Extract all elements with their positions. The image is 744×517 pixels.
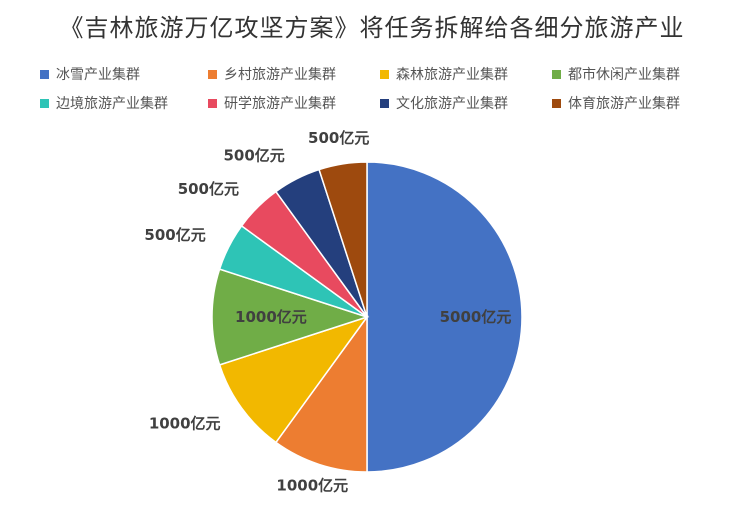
legend: 冰雪产业集群 乡村旅游产业集群 森林旅游产业集群 都市休闲产业集群边境旅游产业集群 研学… [40, 64, 730, 113]
pie-slice [274, 314, 368, 473]
pie-slice [218, 315, 369, 444]
legend-label: 体育旅游产业集群 [568, 96, 680, 112]
slice-data-label: 1000亿元 [276, 476, 348, 494]
slice-data-label: 500亿元 [178, 180, 239, 198]
legend-label: 森林旅游产业集群 [396, 67, 508, 83]
legend-label: 文化旅游产业集群 [396, 96, 508, 112]
legend-item: 边境旅游产业集群 [40, 93, 208, 113]
legend-swatch [40, 98, 49, 108]
slice-data-label: 500亿元 [308, 129, 369, 147]
slice-data-label: 1000亿元 [235, 308, 307, 326]
legend-item: 都市休闲产业集群 [552, 64, 722, 84]
legend-swatch [552, 69, 561, 79]
slice-data-label: 500亿元 [144, 226, 205, 244]
slice-data-label: 5000亿元 [440, 308, 512, 326]
legend-item: 文化旅游产业集群 [380, 93, 552, 113]
legend-swatch [208, 69, 217, 79]
legend-item: 研学旅游产业集群 [208, 93, 380, 113]
legend-label: 都市休闲产业集群 [568, 67, 680, 83]
legend-item: 体育旅游产业集群 [552, 93, 722, 113]
legend-item: 乡村旅游产业集群 [208, 64, 380, 84]
slice-data-label: 1000亿元 [149, 414, 221, 432]
legend-item: 森林旅游产业集群 [380, 64, 552, 84]
legend-swatch [40, 69, 49, 79]
pie-slice [211, 268, 370, 366]
legend-label: 乡村旅游产业集群 [224, 67, 336, 83]
legend-swatch [380, 98, 389, 108]
legend-swatch [380, 69, 389, 79]
legend-label: 冰雪产业集群 [56, 67, 140, 83]
legend-item: 冰雪产业集群 [40, 64, 208, 84]
legend-swatch [208, 98, 217, 108]
legend-swatch [552, 98, 561, 108]
pie-slice [366, 161, 523, 473]
legend-label: 研学旅游产业集群 [224, 96, 336, 112]
legend-label: 边境旅游产业集群 [56, 96, 168, 112]
pie-slice [318, 161, 368, 318]
slice-data-label: 500亿元 [224, 147, 285, 165]
chart-title: 《吉林旅游万亿攻坚方案》将任务拆解给各细分旅游产业 [59, 14, 685, 42]
